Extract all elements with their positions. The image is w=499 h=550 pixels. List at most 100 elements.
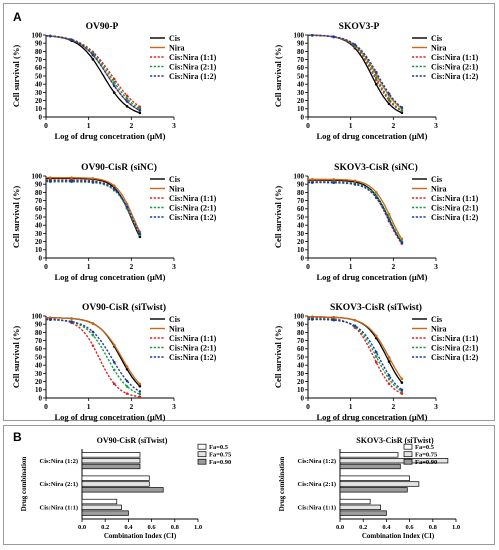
y-tick-label: 60	[297, 64, 305, 72]
y-tick-label: 50	[35, 213, 43, 221]
y-tick-label: 40	[297, 222, 305, 230]
data-point-cis-nira-1-2	[48, 34, 52, 38]
y-tick-label: 40	[35, 222, 43, 230]
data-point-cis-nira-1-2	[48, 179, 52, 183]
x-axis-label: Log of drug concetration (μM)	[54, 131, 165, 141]
data-point-cis-nira-1-1	[112, 382, 116, 386]
ci-bar-chart-2: SKOV3-CisR (siTwist) 0.0 0.2 0.4 0.6 0.8 1.0 Co…	[278, 436, 460, 540]
data-point-cis-nira-1-2	[374, 350, 378, 354]
data-point-cis-nira-1-2	[400, 241, 404, 245]
y-axis-label: Cell survival (%)	[11, 326, 21, 388]
series-line-cis-nira-1-1	[308, 317, 403, 395]
bar-fa-0-90	[339, 510, 387, 516]
bar-fa-0-75	[339, 504, 381, 510]
legend-label-cis: Cis	[169, 175, 180, 184]
data-point-cis-nira-1-2	[91, 330, 95, 334]
data-point-cis	[138, 111, 142, 115]
data-point-cis	[387, 360, 391, 363]
x-axis-label: Log of drug concetration (μM)	[316, 272, 427, 282]
data-point-cis-nira-1-2	[332, 181, 335, 185]
data-point-cis-nira-1-2	[387, 374, 391, 377]
data-point-cis-nira-1-2	[310, 318, 314, 321]
legend-label-cis-nira-2-1: Cis:Nira (2:1)	[431, 204, 479, 213]
y-tick-label: 30	[35, 230, 43, 238]
y-tick-label: 10	[35, 105, 43, 113]
y-tick-label: 30	[297, 370, 305, 378]
legend-label-cis-nira-1-1: Cis:Nira (1:1)	[431, 53, 479, 62]
legend-label-cis-nira-1-2: Cis:Nira (1:2)	[169, 72, 217, 81]
data-point-cis-nira-2-1	[112, 368, 116, 372]
x-tick-label: 0.0	[336, 524, 344, 531]
data-point-cis-nira-2-1	[91, 333, 95, 337]
y-axis-label: Drug combination	[278, 457, 286, 512]
data-point-cis-nira-1-2	[353, 324, 357, 328]
series-line-cis-nira-1-1	[45, 35, 141, 108]
series-line-cis-nira-2-1	[45, 35, 141, 110]
y-tick-label: 20	[297, 238, 305, 246]
y-axis-label: Drug combination	[20, 457, 28, 512]
legend-swatch-fa-0-90	[197, 458, 207, 465]
data-point-cis-nira-2-1	[125, 97, 129, 100]
x-tick-label: 1.0	[194, 524, 202, 531]
bar-fa-0-75	[81, 504, 122, 510]
series-line-cis	[46, 177, 141, 238]
data-point-cis	[138, 384, 142, 388]
y-tick-label: 60	[35, 205, 43, 213]
y-tick-label: 90	[297, 181, 305, 189]
data-point-cis-nira-1-2	[400, 106, 404, 109]
y-tick-label: 0	[39, 254, 43, 262]
legend-label-cis-nira-1-1: Cis:Nira (1:1)	[431, 334, 479, 343]
x-tick-label: 3	[172, 262, 176, 271]
legend-swatch-fa-0-75	[197, 451, 207, 458]
data-point-cis-nira-1-1	[374, 360, 378, 364]
legend-label-cis-nira-1-1: Cis:Nira (1:1)	[169, 194, 217, 203]
legend-label-cis-nira-1-2: Cis:Nira (1:2)	[431, 72, 479, 81]
series-line-cis	[46, 317, 141, 387]
data-point-cis-nira-1-2	[125, 205, 129, 209]
data-point-cis	[400, 381, 404, 384]
legend-label-fa-0-90: Fa=0.90	[209, 459, 231, 466]
legend-label-nira: Nira	[169, 325, 185, 334]
x-tick-label: 0.4	[124, 524, 133, 531]
series-line-cis-nira-1-2	[308, 34, 403, 108]
data-point-cis	[91, 58, 95, 61]
legend-label-cis-nira-2-1: Cis:Nira (2:1)	[169, 204, 217, 213]
y-tick-label: 100	[294, 312, 305, 320]
category-label-cis-nira-1-2: Cis:Nira (1:2)	[40, 458, 78, 465]
y-tick-label: 60	[35, 345, 43, 353]
data-point-cis-nira-1-2	[70, 320, 73, 323]
legend-label-fa-0-75: Fa=0.75	[209, 452, 232, 459]
category-label-cis-nira-1-1: Cis:Nira (1:1)	[298, 505, 336, 512]
data-point-cis-nira-1-1	[125, 392, 129, 395]
y-tick-label: 70	[297, 337, 305, 345]
y-tick-label: 0	[301, 113, 305, 121]
data-point-nira	[70, 317, 73, 320]
data-point-cis-nira-2-1	[112, 81, 116, 84]
y-tick-label: 50	[297, 72, 305, 80]
x-axis-label: Log of drug concetration (μM)	[316, 131, 427, 141]
x-tick-label: 1.0	[452, 524, 460, 531]
data-point-cis-nira-1-1	[387, 382, 391, 386]
data-point-cis-nira-1-1	[138, 105, 142, 109]
bar-fa-0-90	[339, 487, 408, 493]
y-tick-label: 40	[35, 362, 43, 370]
legend-label-cis-nira-2-1: Cis:Nira (2:1)	[169, 344, 217, 353]
data-point-nira	[400, 377, 404, 381]
legend-label-cis: Cis	[169, 34, 180, 43]
data-point-nira	[374, 334, 378, 338]
x-tick-label: 3	[172, 402, 176, 411]
y-tick-label: 90	[297, 40, 305, 48]
data-point-nira	[112, 343, 116, 347]
data-point-cis-nira-1-2	[374, 70, 378, 74]
legend-label-cis: Cis	[431, 315, 442, 324]
legend-label-cis-nira-1-1: Cis:Nira (1:1)	[431, 194, 479, 203]
series-line-cis-nira-1-2	[308, 318, 403, 391]
x-tick-label: 1	[349, 402, 353, 411]
category-label-cis-nira-2-1: Cis:Nira (2:1)	[298, 481, 336, 488]
legend-label-cis-nira-1-1: Cis:Nira (1:1)	[169, 53, 217, 62]
y-tick-label: 50	[35, 353, 43, 361]
legend-label-nira: Nira	[431, 185, 447, 194]
y-tick-label: 20	[35, 378, 43, 386]
y-tick-label: 90	[35, 181, 43, 189]
y-tick-label: 70	[297, 197, 305, 205]
